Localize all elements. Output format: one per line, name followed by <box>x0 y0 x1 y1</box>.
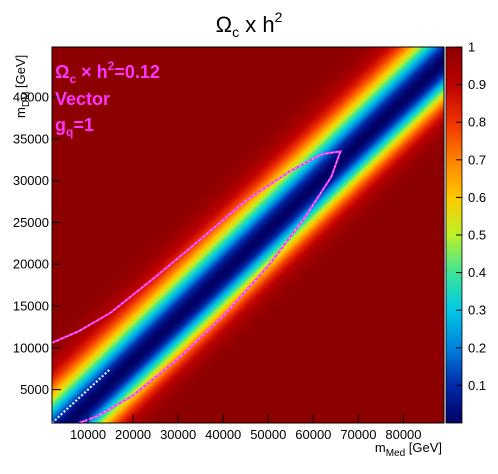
annotation-coupling: gq=1 <box>55 115 94 139</box>
anno-h-sup: 2 <box>108 59 115 73</box>
y-tick-label: 15000 <box>13 299 49 314</box>
title-rest: x h <box>239 12 274 37</box>
chart-title: Ωc x h2 <box>216 9 283 40</box>
z-tick-label: 0.2 <box>468 340 486 355</box>
heatmap-image <box>52 47 444 423</box>
anno-value: =0.12 <box>114 62 160 82</box>
x-axis-title-unit: [GeV] <box>405 440 442 455</box>
annotation-block: Ωc × h2=0.12 Vector gq=1 <box>55 59 160 139</box>
x-tick-label: 30000 <box>160 427 196 442</box>
y-axis: 5000 10000 15000 20000 25000 30000 35000 40000 <box>13 90 61 397</box>
z-tick-label: 0.9 <box>468 77 486 92</box>
y-axis-title-unit: [GeV] <box>13 55 28 92</box>
y-tick-label: 20000 <box>13 257 49 272</box>
x-axis-title-main: m <box>375 440 386 455</box>
y-tick-label: 5000 <box>20 382 49 397</box>
y-axis-title-main: m <box>13 107 28 118</box>
y-axis-title-sub: DM <box>21 92 32 108</box>
relic-density-contour <box>51 150 342 424</box>
anno-g-value: =1 <box>73 115 94 135</box>
anno-g-sub: q <box>66 125 73 139</box>
z-tick-label: 1 <box>468 40 475 55</box>
z-tick-label: 0.6 <box>468 190 486 205</box>
x-tick-label: 70000 <box>340 427 376 442</box>
title-superscript: 2 <box>275 9 283 25</box>
y-tick-label: 40000 <box>13 90 49 105</box>
y-tick-label: 30000 <box>13 173 49 188</box>
x-tick-label: 10000 <box>70 427 106 442</box>
z-tick-label: 0.7 <box>468 152 486 167</box>
x-axis-title-sub: Med <box>386 448 405 459</box>
z-tick-label: 0.3 <box>468 303 486 318</box>
x-tick-label: 50000 <box>250 427 286 442</box>
anno-omega-sub: c <box>69 72 76 86</box>
color-bar-axis: 0.1 0.2 0.3 0.4 0.5 0.6 0.7 0.8 0.9 1 <box>456 40 486 393</box>
x-axis: 10000 20000 30000 40000 50000 60000 70000 80000 <box>70 414 422 442</box>
z-tick-label: 0.8 <box>468 115 486 130</box>
annotation-mediator-type: Vector <box>55 89 110 109</box>
color-bar: 0.1 0.2 0.3 0.4 0.5 0.6 0.7 0.8 0.9 1 <box>445 40 486 424</box>
y-tick-label: 25000 <box>13 215 49 230</box>
x-tick-label: 60000 <box>295 427 331 442</box>
x-axis-title: mMed [GeV] <box>375 440 442 459</box>
title-omega: Ω <box>216 12 232 37</box>
annotation-relic-density: Ωc × h2=0.12 <box>55 59 160 86</box>
z-tick-label: 0.4 <box>468 265 486 280</box>
anno-g: g <box>55 115 66 135</box>
y-axis-title: mDM [GeV] <box>13 55 32 118</box>
anno-times-h: × h <box>76 62 108 82</box>
resonance-line <box>51 367 112 424</box>
y-tick-label: 10000 <box>13 340 49 355</box>
plot-frame <box>51 46 445 424</box>
x-tick-label: 80000 <box>385 427 421 442</box>
anno-omega: Ω <box>55 62 69 82</box>
z-tick-label: 0.5 <box>468 228 486 243</box>
x-tick-label: 20000 <box>115 427 151 442</box>
plot-area <box>51 46 445 424</box>
y-tick-label: 35000 <box>13 131 49 146</box>
z-tick-label: 0.1 <box>468 378 486 393</box>
title-subscript: c <box>232 24 239 40</box>
x-tick-label: 40000 <box>205 427 241 442</box>
